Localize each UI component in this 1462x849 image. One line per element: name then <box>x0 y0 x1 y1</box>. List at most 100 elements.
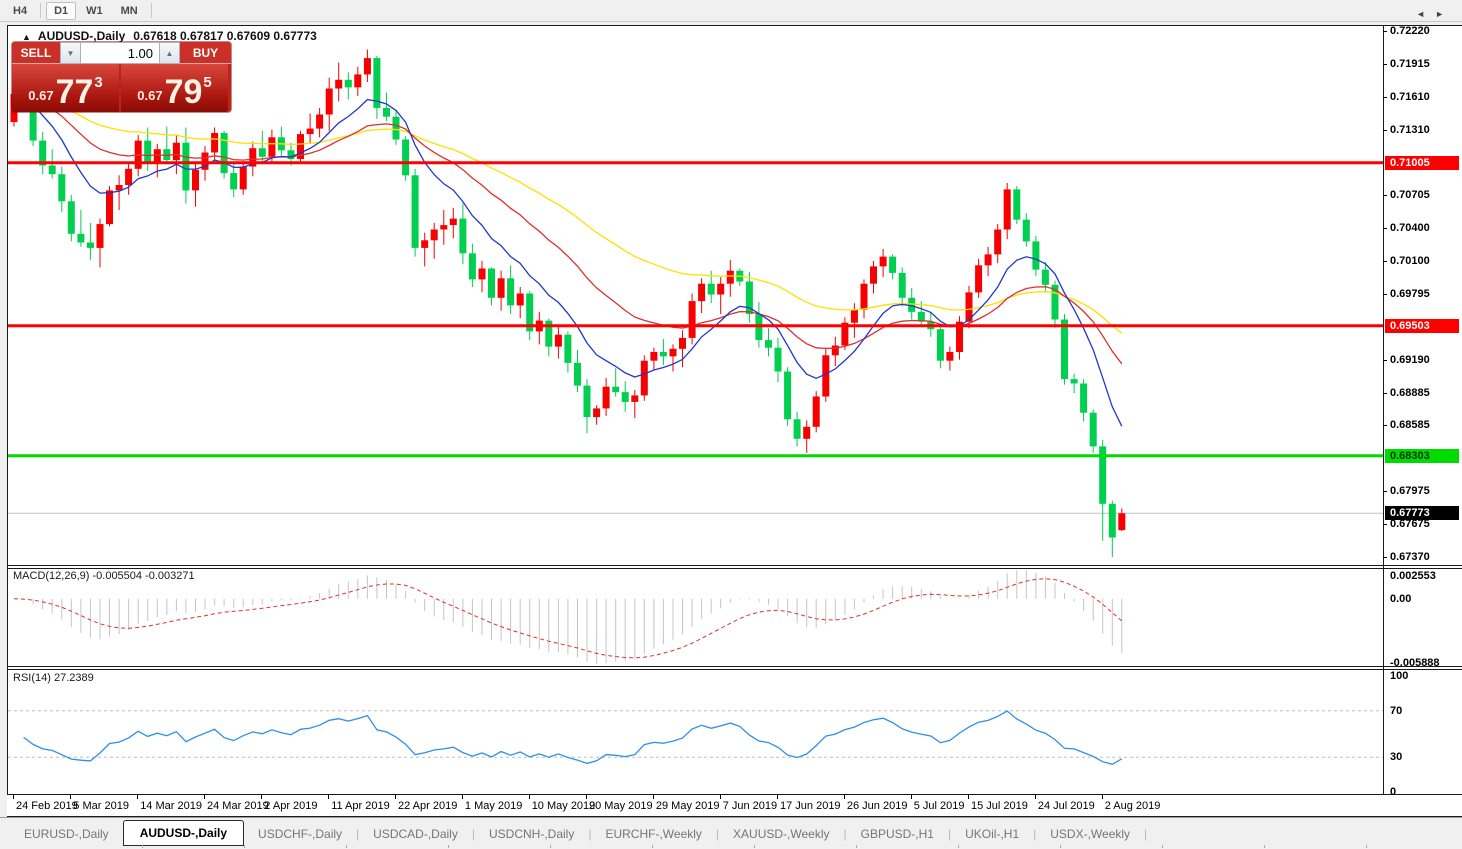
toolbar-separator <box>150 3 152 18</box>
price-tick <box>1383 392 1387 394</box>
edge-tick <box>856 845 857 848</box>
tab-separator: | <box>843 826 847 841</box>
candles <box>10 49 1126 557</box>
rsi-name: RSI(14) <box>13 672 51 684</box>
date-tick-label: 24 Jul 2019 <box>1037 800 1095 812</box>
timeframe-button-w1[interactable]: W1 <box>86 4 103 17</box>
macd-value: -0.005504 <box>92 570 143 582</box>
macd-indicator-plot <box>13 570 1123 664</box>
volume-increase-button[interactable]: ▲ <box>159 42 180 64</box>
sell-price-pip: 3 <box>94 74 103 91</box>
macd-axis-zero: 0.00 <box>1390 592 1412 605</box>
tab-scroll-left-icon[interactable]: ◄ <box>1416 9 1436 19</box>
date-axis: 24 Feb 2019 5 Mar 2019 14 Mar 2019 24 Mar 2… <box>7 795 1462 816</box>
date-tick-label: 2 Aug 2019 <box>1104 800 1161 812</box>
macd-label: MACD(12,26,9) -0.005504 -0.003271 <box>13 570 195 582</box>
tab-scroll-arrows[interactable]: ◄► <box>1416 9 1454 19</box>
buy-price-prefix: 0.67 <box>137 88 163 103</box>
current-price-tag: 0.67773 <box>1385 506 1459 521</box>
price-chart-plot[interactable] <box>8 26 1383 565</box>
chart-tab-usdchf[interactable]: USDCHF-,Daily <box>258 826 343 841</box>
window-bottom-border <box>7 816 1462 817</box>
level-price-tag: 0.68303 <box>1385 448 1459 463</box>
moving-average-25 <box>13 93 1123 365</box>
date-tick-label: 10 May 2019 <box>531 800 596 812</box>
rsi-label: RSI(14) 27.2389 <box>13 672 94 684</box>
chart-tab-usdcnh[interactable]: USDCNH-,Daily <box>488 826 575 841</box>
date-tick <box>461 795 463 799</box>
tab-separator: | <box>715 826 720 841</box>
chart-tab-eurusd[interactable]: EURUSD-,Daily <box>24 826 109 841</box>
price-tick-label: 0.68585 <box>1390 419 1430 432</box>
chart-title: ▲ AUDUSD-,Daily 0.67618 0.67817 0.67609 0.… <box>22 29 317 43</box>
date-tick-label: 26 Jun 2019 <box>846 800 908 812</box>
date-tick <box>719 795 721 799</box>
date-tick-label: 24 Feb 2019 <box>16 800 78 812</box>
macd-axis-max: 0.002553 <box>1390 570 1436 582</box>
level-price-tag: 0.71005 <box>1385 155 1459 170</box>
sell-price-prefix: 0.67 <box>28 88 54 103</box>
chart-tab-eurchf[interactable]: EURCHF-,Weekly <box>605 826 702 841</box>
macd-signal-value: -0.003271 <box>145 570 195 582</box>
chart-tab-usdcad[interactable]: USDCAD-,Daily <box>373 826 458 841</box>
buy-price-pip: 5 <box>203 74 212 91</box>
macd-signal-line <box>13 578 1123 659</box>
sell-price-big: 77 <box>55 73 94 111</box>
volume-input[interactable] <box>81 42 159 64</box>
toolbar-separator <box>40 3 42 18</box>
buy-price-big: 79 <box>164 73 203 111</box>
date-tick-label: 14 Mar 2019 <box>140 800 202 812</box>
edge-tick <box>448 845 449 848</box>
tab-separator: | <box>588 826 592 841</box>
date-tick-label: 7 Jun 2019 <box>722 800 778 812</box>
rsi-line <box>23 710 1123 765</box>
date-tick <box>328 795 330 799</box>
price-tick <box>1383 64 1387 66</box>
date-tick <box>910 795 912 799</box>
tab-scroll-right-icon[interactable]: ► <box>1435 9 1454 19</box>
price-tick <box>1383 557 1387 558</box>
moving-average-10 <box>13 93 1123 427</box>
rsi-axis-label: 0 <box>1390 786 1397 798</box>
buy-button[interactable]: BUY <box>180 42 231 64</box>
timeframe-button-mn[interactable]: MN <box>120 4 138 17</box>
date-tick <box>843 795 845 799</box>
edge-tick <box>550 845 551 848</box>
collapse-panel-icon[interactable]: ▲ <box>22 32 31 42</box>
price-tick-label: 0.71610 <box>1390 91 1430 104</box>
price-tick-label: 0.70705 <box>1390 189 1430 202</box>
date-tick-label: 5 Mar 2019 <box>73 800 129 812</box>
price-tick <box>1383 359 1387 361</box>
volume-decrease-button[interactable]: ▼ <box>60 42 81 64</box>
main-macd-separator[interactable] <box>7 565 1462 566</box>
date-tick <box>204 795 205 799</box>
date-tick-label: 2 Apr 2019 <box>264 800 318 812</box>
chart-tab-bar: EURUSD-,Daily AUDUSD-,Daily USDCHF-,Daily |… <box>0 817 1462 849</box>
symbol-period-label: AUDUSD-,Daily <box>37 29 126 43</box>
chart-tab-usdx[interactable]: USDX-,Weekly <box>1050 826 1131 841</box>
date-tick <box>777 795 778 799</box>
macd-rsi-separator[interactable] <box>7 666 1462 667</box>
date-tick-label: 11 Apr 2019 <box>331 800 390 812</box>
sell-button[interactable]: SELL <box>12 42 60 64</box>
price-tick-label: 0.67975 <box>1390 485 1430 498</box>
date-tick <box>261 795 263 799</box>
chart-tab-xauusd[interactable]: XAUUSD-,Weekly <box>733 826 830 841</box>
edge-tick <box>958 845 959 848</box>
sell-price-button[interactable]: 0.67 77 3 <box>12 64 119 112</box>
chart-tab-audusd[interactable]: AUDUSD-,Daily <box>122 819 245 846</box>
tab-separator: | <box>1144 826 1148 841</box>
timeframe-button-d1[interactable]: D1 <box>46 1 77 20</box>
price-tick-label: 0.67675 <box>1390 517 1430 530</box>
timeframe-button-h4[interactable]: H4 <box>13 4 28 17</box>
date-tick-label: 17 Jun 2019 <box>780 800 841 812</box>
price-tick <box>1383 425 1387 427</box>
chart-tab-ukoil[interactable]: UKOil-,H1 <box>965 826 1020 841</box>
price-tick-label: 0.69190 <box>1390 353 1430 366</box>
date-tick-label: 22 Apr 2019 <box>398 800 458 812</box>
buy-price-button[interactable]: 0.67 79 5 <box>121 64 228 112</box>
edge-tick <box>244 845 245 848</box>
chart-tab-gbpusd[interactable]: GBPUSD-,H1 <box>860 826 934 841</box>
